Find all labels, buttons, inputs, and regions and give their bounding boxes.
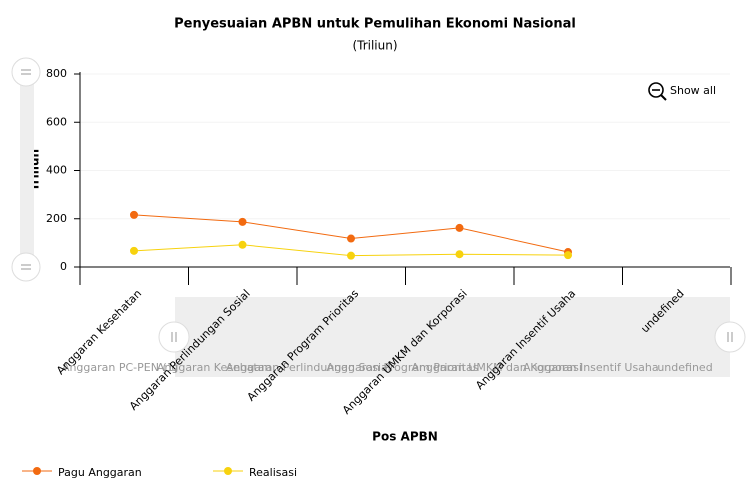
data-point (130, 246, 138, 255)
v-grip-top[interactable] (11, 57, 41, 87)
h-grip-left[interactable] (158, 321, 190, 353)
scrollbar-label: Anggaran UMKM dan Korporasi (411, 361, 582, 374)
h-scrollbar[interactable] (175, 297, 730, 377)
legend-label: Pagu Anggaran (58, 466, 142, 479)
data-point (130, 210, 138, 219)
data-point (238, 217, 247, 226)
y-tick-label: 0 (60, 260, 67, 273)
scrollbar-label: Anggaran Program Prioritas (327, 361, 479, 374)
y-tick-label: 600 (46, 115, 67, 128)
scrollbar-label: Anggaran Insentif Usaha (523, 361, 659, 374)
y-tick-label: 800 (46, 67, 67, 80)
legend-marker (224, 467, 232, 475)
chart-subtitle: (Triliun) (352, 39, 397, 53)
scrollbar-label: undefined (657, 361, 712, 374)
x-axis-label: Pos APBN (372, 430, 438, 444)
legend-marker (33, 467, 41, 475)
y-tick-label: 400 (46, 164, 67, 177)
data-point (347, 234, 355, 243)
scrollbar-label: Anggaran PC-PEN (1) (62, 361, 178, 374)
scrollbar-labels: Anggaran PC-PEN (1)Anggaran KesehatanAng… (62, 361, 713, 374)
show-all-button[interactable]: Show all (648, 82, 716, 101)
chart-title: Penyesuaian APBN untuk Pemulihan Ekonomi… (174, 17, 576, 32)
data-point (347, 251, 355, 260)
h-grip-right[interactable] (714, 321, 746, 353)
scrollbar-label: Anggaran Kesehatan (157, 361, 272, 374)
data-point (455, 250, 464, 259)
v-grip-bottom[interactable] (11, 252, 41, 282)
show-all-label[interactable]: Show all (670, 84, 716, 97)
data-point (564, 251, 572, 260)
series-line (133, 214, 569, 253)
legend-label: Realisasi (249, 466, 297, 479)
data-point (238, 240, 247, 249)
y-tick-label: 200 (46, 212, 67, 225)
scrollbar-label: Anggaran Perlindungan Sosial (226, 361, 391, 374)
data-point (455, 223, 464, 232)
v-scrollbar[interactable] (20, 72, 34, 267)
